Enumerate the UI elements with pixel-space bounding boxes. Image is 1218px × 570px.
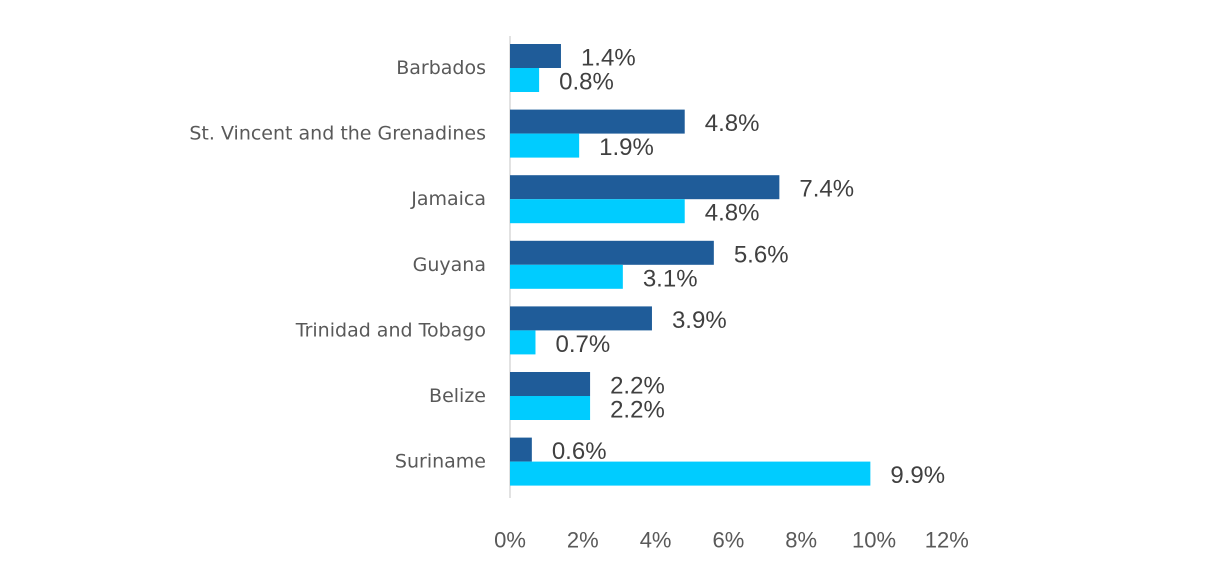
- bar-series-2: [510, 68, 540, 92]
- data-label-series-1: 4.8%: [705, 110, 760, 137]
- bar-series-1: [510, 44, 561, 68]
- data-label-series-1: 7.4%: [799, 176, 854, 203]
- x-tick-label: 0%: [494, 528, 526, 553]
- data-label-series-1: 1.4%: [581, 45, 636, 72]
- category-label: Belize: [429, 385, 486, 407]
- category-labels-layer: Barbados St. Vincent and the Grenadines Ja…: [189, 57, 486, 473]
- category-label: Jamaica: [410, 188, 486, 210]
- x-tick-label: 10%: [852, 528, 896, 553]
- bar-series-1: [510, 175, 780, 200]
- bar-series-2: [510, 330, 536, 355]
- bar-series-2: [510, 199, 685, 224]
- data-label-series-1: 5.6%: [734, 241, 789, 268]
- bar-series-1: [510, 437, 532, 462]
- x-tick-label: 2%: [567, 528, 599, 553]
- data-label-series-2: 1.9%: [599, 134, 654, 161]
- bar-series-2: [510, 396, 591, 420]
- bar-series-2: [510, 133, 580, 158]
- bar-series-1: [510, 306, 652, 331]
- value-labels-layer: 1.4%0.8% 4.8% 1.9% 7.4% 4.8% 5.6% 3.1% 3.9% 0.7%…: [552, 45, 945, 490]
- bar-series-2: [510, 264, 623, 289]
- bar-series-1: [510, 372, 591, 396]
- x-axis-tick-labels: 0% 2% 4% 6% 8% 10% 12%: [494, 528, 969, 553]
- data-label-series-2: 0.7%: [555, 331, 610, 358]
- bars-layer: [510, 44, 871, 486]
- data-label-series-1: 3.9%: [672, 307, 727, 334]
- category-label: Suriname: [395, 451, 486, 473]
- data-label-series-1: 0.6%: [552, 438, 607, 465]
- category-label: St. Vincent and the Grenadines: [189, 123, 486, 145]
- x-tick-label: 4%: [640, 528, 672, 553]
- data-label-series-1: 2.2%: [610, 373, 665, 400]
- x-tick-label: 8%: [785, 528, 817, 553]
- x-tick-label: 6%: [713, 528, 745, 553]
- category-label: Barbados: [396, 57, 486, 79]
- category-label: Guyana: [413, 254, 486, 276]
- data-label-series-2: 2.2%: [610, 397, 665, 424]
- data-label-series-2: 9.9%: [890, 462, 945, 489]
- data-label-series-2: 0.8%: [559, 69, 614, 96]
- category-label: Trinidad and Tobago: [295, 319, 486, 341]
- x-tick-label: 12%: [925, 528, 969, 553]
- data-label-series-2: 4.8%: [705, 200, 760, 227]
- bar-series-1: [510, 240, 714, 265]
- bar-series-2: [510, 461, 871, 486]
- bar-series-1: [510, 109, 685, 134]
- data-label-series-2: 3.1%: [643, 265, 698, 292]
